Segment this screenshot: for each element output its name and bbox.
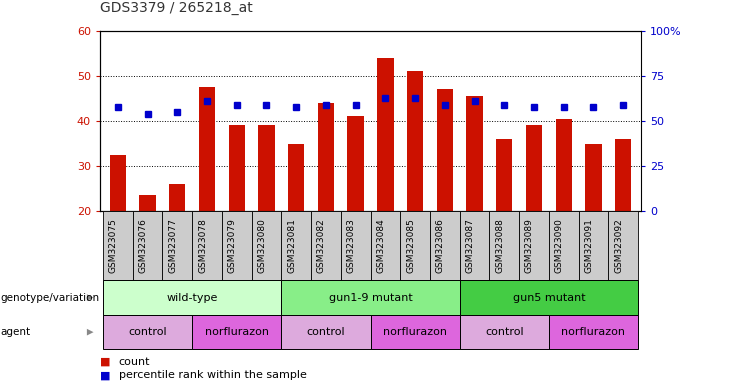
Bar [103, 211, 133, 280]
Bar [549, 211, 579, 280]
Bar [341, 211, 370, 280]
Bar [459, 315, 549, 349]
Bar [282, 315, 370, 349]
Bar [400, 211, 430, 280]
Bar [133, 211, 162, 280]
Text: norflurazon: norflurazon [383, 327, 447, 337]
Text: genotype/variation: genotype/variation [0, 293, 99, 303]
Bar [282, 280, 459, 315]
Text: GSM323081: GSM323081 [288, 218, 296, 273]
Bar [585, 144, 602, 211]
Text: GSM323082: GSM323082 [317, 218, 326, 273]
Bar [288, 144, 305, 211]
Bar [377, 58, 393, 211]
Bar [259, 126, 275, 211]
Bar [348, 116, 364, 211]
Text: GSM323086: GSM323086 [436, 218, 445, 273]
Text: norflurazon: norflurazon [205, 327, 269, 337]
Bar [608, 211, 638, 280]
Bar [370, 211, 400, 280]
Text: GSM323089: GSM323089 [525, 218, 534, 273]
Bar [318, 103, 334, 211]
Text: ■: ■ [100, 356, 110, 367]
Text: GSM323084: GSM323084 [376, 218, 385, 273]
Bar [556, 119, 572, 211]
Text: control: control [128, 327, 167, 337]
Text: GSM323088: GSM323088 [495, 218, 504, 273]
Text: GSM323077: GSM323077 [168, 218, 177, 273]
Bar [407, 71, 423, 211]
Text: GSM323091: GSM323091 [585, 218, 594, 273]
Bar [110, 155, 126, 211]
Bar [459, 280, 638, 315]
Bar [430, 211, 459, 280]
Bar [222, 211, 252, 280]
Text: control: control [485, 327, 524, 337]
Text: GSM323079: GSM323079 [227, 218, 237, 273]
Text: GDS3379 / 265218_at: GDS3379 / 265218_at [100, 2, 253, 15]
Bar [615, 139, 631, 211]
Bar [162, 211, 192, 280]
Bar [282, 211, 311, 280]
Text: GSM323083: GSM323083 [347, 218, 356, 273]
Text: agent: agent [0, 327, 30, 337]
Text: GSM323087: GSM323087 [465, 218, 474, 273]
Bar [199, 87, 215, 211]
Bar [192, 211, 222, 280]
Bar [192, 315, 282, 349]
Text: ■: ■ [100, 370, 110, 381]
Bar [549, 315, 638, 349]
Bar [103, 280, 282, 315]
Text: GSM323085: GSM323085 [406, 218, 415, 273]
Bar [466, 96, 482, 211]
Bar [519, 211, 549, 280]
Bar [370, 315, 459, 349]
Text: GSM323092: GSM323092 [614, 218, 623, 273]
Bar [496, 139, 513, 211]
Text: GSM323090: GSM323090 [555, 218, 564, 273]
Bar [311, 211, 341, 280]
Text: GSM323075: GSM323075 [109, 218, 118, 273]
Bar [139, 195, 156, 211]
Bar [459, 211, 489, 280]
Bar [252, 211, 282, 280]
Bar [103, 315, 192, 349]
Bar [228, 126, 245, 211]
Bar [489, 211, 519, 280]
Text: GSM323080: GSM323080 [257, 218, 267, 273]
Text: GSM323076: GSM323076 [139, 218, 147, 273]
Text: GSM323078: GSM323078 [198, 218, 207, 273]
Text: control: control [307, 327, 345, 337]
Text: gun5 mutant: gun5 mutant [513, 293, 585, 303]
Text: gun1-9 mutant: gun1-9 mutant [328, 293, 413, 303]
Text: norflurazon: norflurazon [562, 327, 625, 337]
Bar [526, 126, 542, 211]
Bar [169, 184, 185, 211]
Text: count: count [119, 356, 150, 367]
Text: wild-type: wild-type [167, 293, 218, 303]
Bar [579, 211, 608, 280]
Text: percentile rank within the sample: percentile rank within the sample [119, 370, 307, 381]
Bar [436, 89, 453, 211]
